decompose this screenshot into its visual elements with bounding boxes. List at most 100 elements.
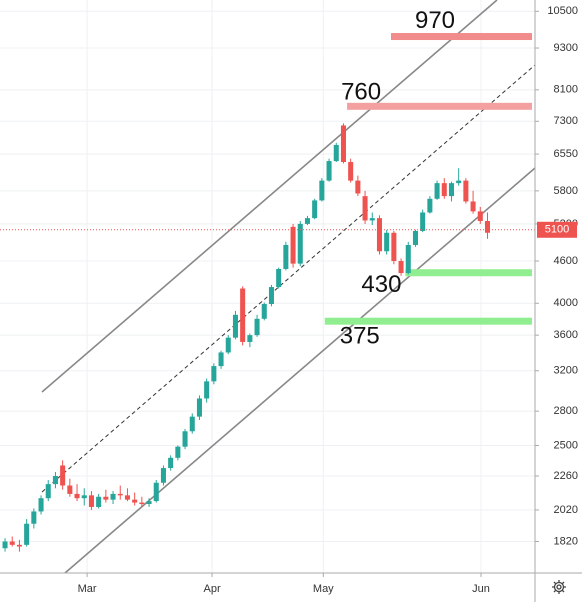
candle-body [153, 482, 159, 502]
candle-body [326, 161, 332, 181]
candle-body [312, 200, 318, 219]
candle-body [67, 485, 73, 494]
channel-upper [41, 0, 498, 393]
candle-body [405, 244, 411, 274]
candle-body [456, 180, 462, 184]
candle-body [304, 218, 310, 224]
level-label: 375 [340, 323, 380, 350]
y-tick-label: 2500 [554, 439, 578, 451]
y-tick-label: 5800 [554, 185, 578, 197]
candle-body [189, 416, 195, 432]
y-tick-label: 4600 [554, 255, 578, 267]
candle-body [110, 493, 116, 500]
candle-body [384, 232, 390, 252]
candle-body [124, 495, 130, 500]
candle-body [412, 230, 418, 245]
candle-body [340, 125, 346, 163]
candle-body [24, 523, 30, 545]
candle-body [103, 496, 109, 500]
candle-body [211, 366, 217, 382]
plot: 970 760 430 375 [0, 7, 535, 552]
candle-body [290, 226, 296, 264]
candle-body [254, 318, 260, 336]
settings-icon[interactable] [552, 580, 566, 594]
x-tick-label: May [313, 583, 334, 595]
candle-body [441, 183, 447, 197]
candle-body [232, 314, 238, 338]
level-label: 430 [361, 271, 401, 298]
channel-lower [64, 167, 536, 574]
y-tick-label: 1820 [554, 535, 578, 547]
candle-body [196, 398, 202, 417]
y-tick-label: 2800 [554, 405, 578, 417]
candle-body [276, 268, 282, 288]
candle-body [355, 180, 361, 194]
candle-body [420, 212, 426, 231]
candle-body [369, 218, 375, 221]
candle-body [470, 201, 476, 212]
candle-body [60, 465, 66, 486]
candle-body [81, 495, 87, 499]
candle-body [204, 381, 210, 399]
trend-channel [41, 0, 536, 574]
candle-body [88, 495, 94, 507]
candle-body [146, 501, 152, 505]
candle-body [139, 502, 145, 505]
candle-body [160, 468, 166, 483]
candle-body [362, 196, 368, 221]
last-price-label: 5100 [545, 224, 569, 236]
y-tick-label: 9300 [554, 42, 578, 54]
candle-body [132, 499, 138, 503]
y-tick-label: 2260 [554, 470, 578, 482]
candle-body [297, 223, 303, 264]
candle-body [52, 475, 58, 485]
candle-body [268, 287, 274, 305]
candle-body [348, 162, 354, 181]
level-label: 760 [341, 79, 381, 106]
candle-body [484, 221, 490, 233]
candle-body [45, 484, 51, 499]
candle-body [261, 304, 267, 319]
candle-body [225, 337, 231, 353]
y-tick-label: 8100 [554, 84, 578, 96]
candle-body [96, 496, 102, 507]
candle-body [333, 144, 339, 162]
candle-body [38, 498, 44, 512]
candle-body [283, 244, 289, 269]
y-tick-label: 4000 [554, 297, 578, 309]
candle-body [376, 218, 382, 252]
candle-body [477, 211, 483, 222]
candle-body [175, 446, 181, 458]
level-band [390, 33, 532, 41]
candle-body [2, 541, 8, 549]
level-label: 970 [415, 7, 455, 34]
level-band [347, 102, 532, 110]
y-tick-label: 6550 [554, 148, 578, 160]
candle-body [391, 232, 397, 261]
y-tick-label: 3200 [554, 365, 578, 377]
candle-body [117, 493, 123, 496]
last-price-box [537, 221, 577, 238]
x-tick-label: Apr [203, 583, 220, 595]
x-tick-label: Mar [78, 583, 97, 595]
candle-body [247, 335, 253, 342]
candle-body [434, 183, 440, 199]
candle-body [427, 198, 433, 213]
candle-body [240, 288, 246, 342]
candle-body [448, 183, 454, 197]
candle-body [16, 544, 22, 547]
candle-body [463, 180, 469, 202]
y-tick-label: 2020 [554, 504, 578, 516]
candle-body [319, 180, 325, 201]
x-tick-label: Jun [472, 583, 490, 595]
candle-body [9, 541, 15, 545]
candle-body [398, 260, 404, 274]
y-tick-label: 10500 [547, 5, 578, 17]
candle-body [168, 457, 174, 469]
candle-body [218, 352, 224, 367]
level-band [324, 317, 532, 325]
y-tick-label: 3600 [554, 329, 578, 341]
level-band [405, 269, 532, 277]
candle-body [31, 511, 37, 524]
